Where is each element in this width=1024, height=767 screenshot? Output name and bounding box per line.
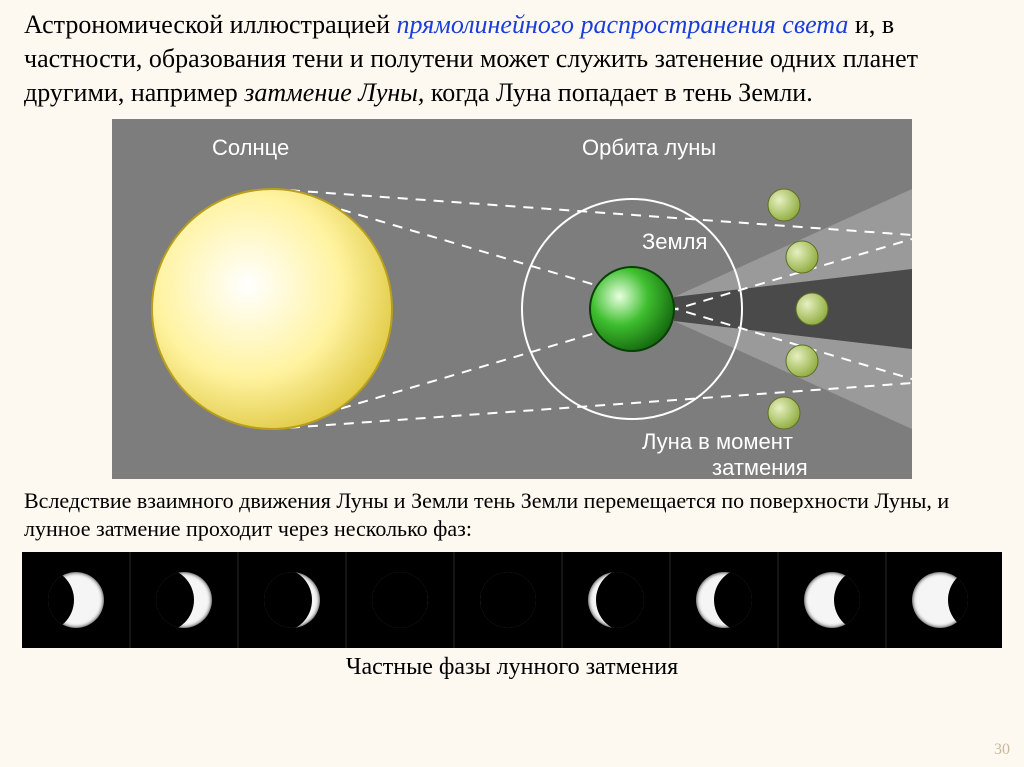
lunar-phases-strip [22,552,1002,648]
page-number: 30 [994,741,1010,759]
lunar-eclipse-diagram: Солнце Орбита луны Земля Луна в моментзатме… [112,119,912,479]
mid-paragraph: Вследствие взаимного движения Луны и Зем… [0,479,1024,546]
svg-text:Орбита луны: Орбита луны [582,135,716,160]
intro-em2: затмение Луны, [244,78,424,107]
intro-em-blue: прямолинейного распространения света [397,10,849,39]
svg-text:Солнце: Солнце [212,135,289,160]
phases-caption: Частные фазы лунного затмения [0,654,1024,681]
intro-paragraph: Астрономической иллюстрацией прямолинейн… [0,0,1024,113]
intro-pre: Астрономической иллюстрацией [24,10,397,39]
svg-text:затмения: затмения [712,455,808,479]
svg-text:Земля: Земля [642,229,707,254]
svg-text:Луна в момент: Луна в момент [642,429,793,454]
intro-post: когда Луна попадает в тень Земли. [424,78,812,107]
